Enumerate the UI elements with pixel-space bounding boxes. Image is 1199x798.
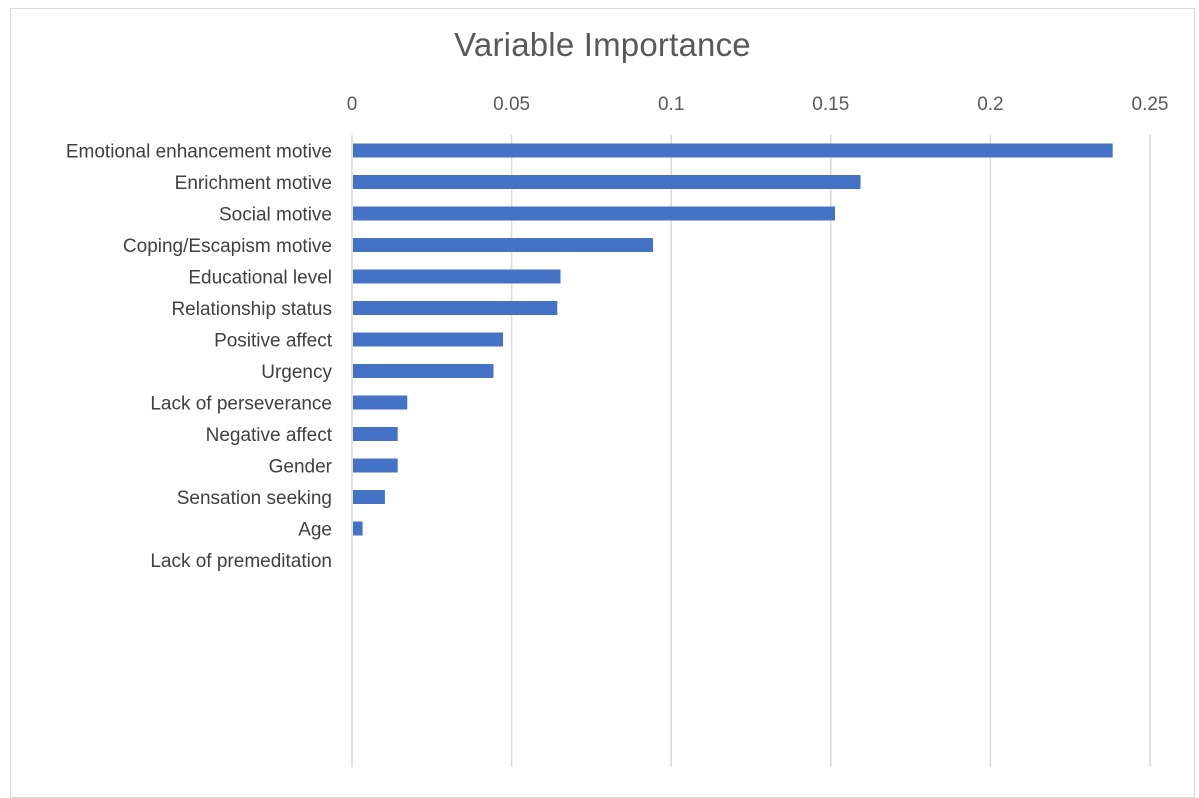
- category-label: Social motive: [219, 205, 332, 226]
- x-tick-labels: 0 0.05 0.1 0.15 0.2 0.25: [347, 94, 1169, 115]
- bar: [353, 332, 504, 347]
- category-label: Urgency: [261, 362, 332, 383]
- category-label: Negative affect: [206, 425, 333, 446]
- bar: [353, 521, 363, 536]
- chart-title: Variable Importance: [454, 26, 751, 63]
- category-label: Emotional enhancement motive: [66, 142, 332, 163]
- bar: [353, 206, 835, 221]
- category-label: Relationship status: [171, 299, 332, 320]
- category-labels: Emotional enhancement motive Enrichment m…: [66, 142, 333, 573]
- category-label: Lack of premeditation: [150, 551, 332, 572]
- x-tick-label: 0.05: [493, 94, 530, 115]
- x-tick-label: 0.25: [1132, 94, 1169, 115]
- category-label: Positive affect: [214, 331, 333, 352]
- bar: [353, 175, 861, 189]
- bar: [353, 143, 1113, 158]
- category-label: Sensation seeking: [177, 488, 332, 509]
- bar: [353, 301, 558, 315]
- x-tick-label: 0.15: [812, 94, 849, 115]
- bar: [353, 458, 398, 473]
- bar: [353, 269, 561, 284]
- x-tick-label: 0.1: [658, 94, 684, 115]
- x-tick-label: 0.2: [977, 94, 1003, 115]
- x-tick-label: 0: [347, 94, 358, 115]
- category-label: Coping/Escapism motive: [123, 236, 332, 257]
- category-label: Enrichment motive: [175, 173, 332, 194]
- bar: [353, 364, 494, 378]
- bar: [353, 490, 385, 504]
- category-label: Educational level: [188, 268, 332, 289]
- bar: [353, 395, 408, 410]
- category-label: Gender: [269, 457, 333, 478]
- bar: [353, 427, 398, 441]
- category-label: Age: [298, 520, 332, 541]
- category-label: Lack of perseverance: [150, 394, 332, 415]
- bar: [353, 238, 654, 252]
- bars: [353, 143, 1113, 536]
- gridlines: [351, 135, 1151, 767]
